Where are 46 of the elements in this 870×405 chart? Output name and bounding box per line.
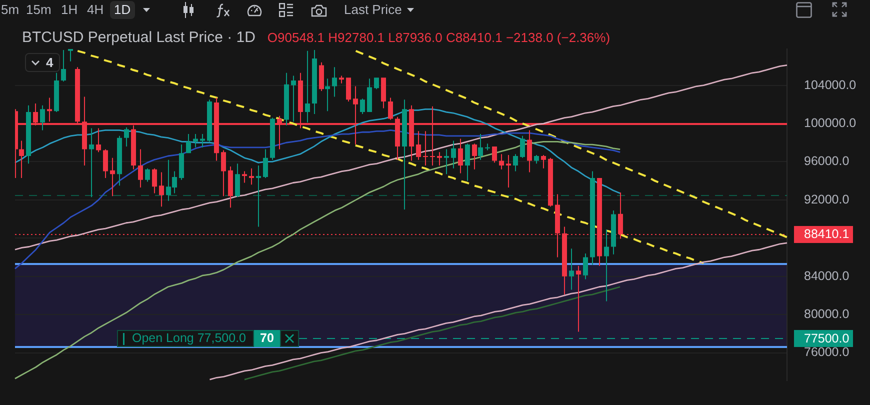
candlestick [569,248,574,290]
text: Last Price [344,1,402,19]
ref-line-label: 88410.1 [804,227,850,242]
line-series [76,50,705,264]
candlestick [423,131,428,166]
line-series [354,50,788,238]
candlestick [506,155,511,188]
text: 15m [26,1,52,19]
candlestick [437,152,442,166]
candlestick [305,50,310,123]
candlestick [339,76,344,84]
candlestick [249,168,254,185]
candlestick [325,78,330,112]
annotation: 4 [46,55,54,70]
y-tick-label: 96000.0 [804,154,850,168]
annotation: Open Long 77,500.0 [132,331,246,346]
y-tick-label: 92000.0 [804,192,850,206]
candlestick [89,128,94,198]
candlestick [19,140,24,178]
candlestick [576,266,581,332]
candlestick [242,171,247,183]
candlestick [96,128,101,152]
ref-line-label: 77500.0 [804,331,850,346]
y-tick-label: 80000.0 [804,307,850,322]
y-tick-label: 100000.0 [804,116,856,130]
text: 1H [61,1,78,19]
candlestick [444,149,449,174]
chart-subtitle: O90548.1 H92780.1 L87936.0 C88410.1 −2138.0 (−2.36%) [267,30,610,45]
y-tick-label: 104000.0 [804,78,856,92]
order-label-box: Open Long 77,500.0 [117,330,254,347]
text: 5m [1,1,20,19]
candlestick [332,67,337,97]
chart-title: BTCUSD Perpetual Last Price · 1D [22,29,256,46]
candlestick [485,144,490,150]
candlestick [291,76,296,122]
collapse-button: 4 [25,53,60,72]
candlestick [68,49,73,62]
candlestick [541,155,546,168]
candlestick [110,158,115,196]
y-tick-label: 84000.0 [804,268,850,283]
text: 1D [110,1,135,19]
text: 4H [87,1,104,19]
y-tick-label: 76000.0 [804,345,850,360]
candlestick [256,166,261,227]
annotation: 70 [254,330,280,347]
candlestick [604,230,609,302]
